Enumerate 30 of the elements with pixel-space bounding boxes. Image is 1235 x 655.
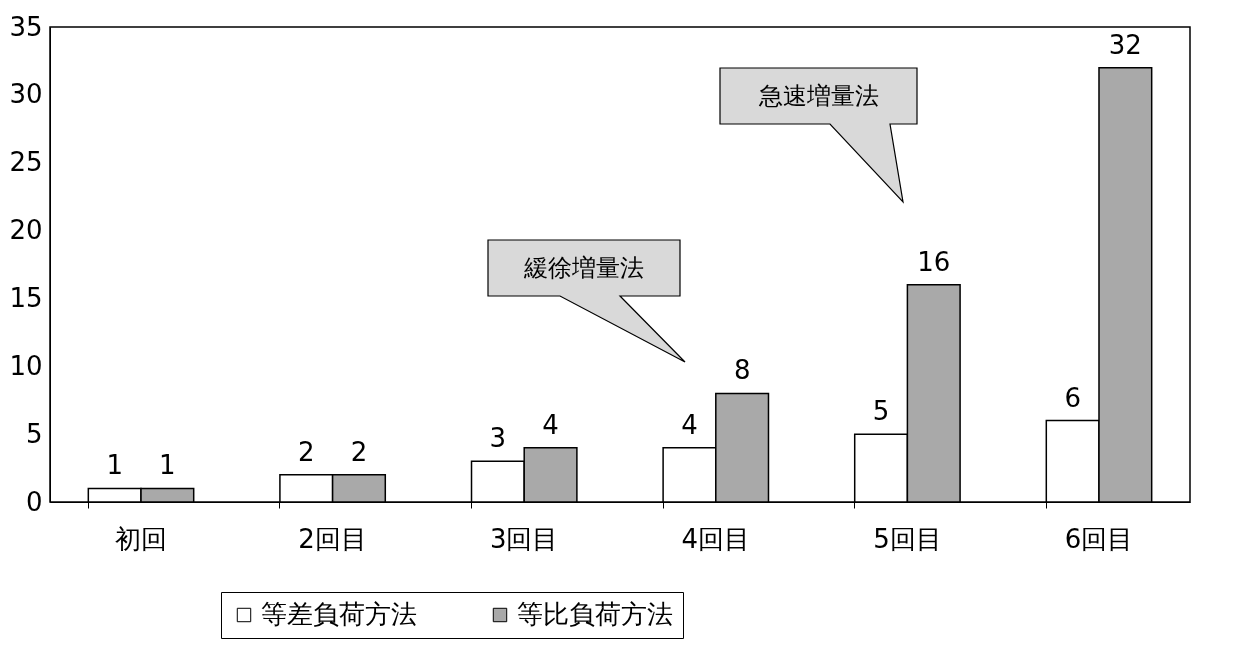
data-label: 2 [297, 436, 315, 467]
x-tick-label: 2回目 [298, 523, 367, 554]
y-tick-label: 0 [25, 486, 43, 517]
y-tick-label: 10 [9, 350, 43, 381]
annotation: 緩徐増量法 [523, 253, 645, 284]
data-label: 2 [350, 436, 368, 467]
data-label: 32 [1108, 29, 1142, 60]
y-tick-label: 25 [9, 147, 43, 178]
legend-label: 等差負荷方法 [261, 599, 417, 629]
data-label: 1 [159, 450, 176, 481]
data-label: 3 [489, 423, 507, 454]
data-label: 4 [681, 409, 698, 440]
data-label: 8 [733, 355, 751, 386]
data-label: 16 [917, 246, 951, 277]
x-tick-label: 初回 [115, 523, 168, 554]
data-label: 4 [542, 409, 559, 440]
x-tick-label: 3回目 [489, 523, 559, 554]
data-label: 5 [872, 396, 890, 427]
annotation: 急速増量法 [757, 81, 880, 112]
x-tick-label: 6回目 [1064, 523, 1134, 554]
x-tick-label: 4回目 [681, 523, 751, 554]
data-label: 1 [106, 450, 123, 481]
y-tick-label: 5 [25, 418, 43, 449]
y-tick-label: 20 [9, 215, 43, 246]
y-tick-label: 15 [9, 282, 43, 313]
y-tick-label: 35 [9, 11, 43, 42]
data-label: 6 [1064, 382, 1081, 413]
y-tick-label: 30 [9, 79, 43, 110]
x-tick-label: 5回目 [873, 523, 942, 554]
legend-label: 等比負荷方法 [517, 599, 673, 629]
